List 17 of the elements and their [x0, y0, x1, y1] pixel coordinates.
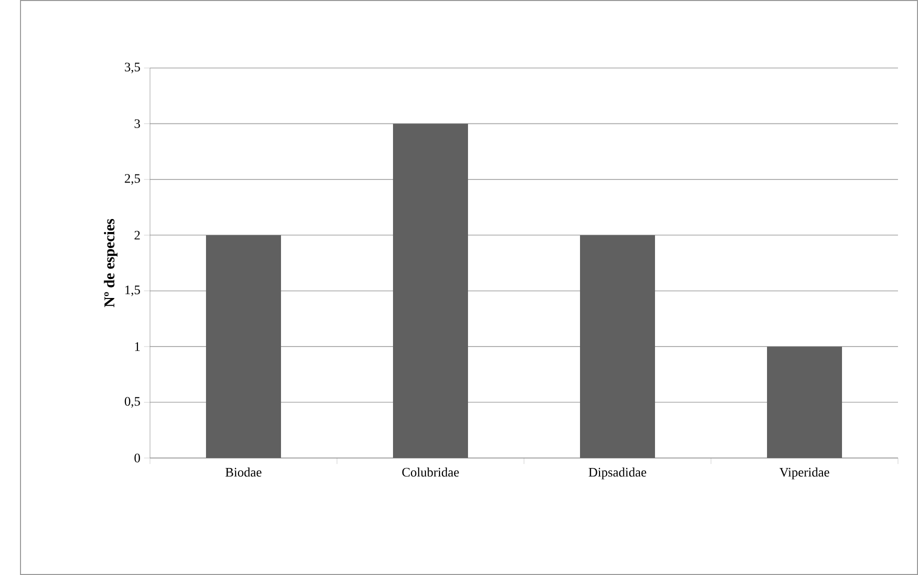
bar: [393, 124, 468, 458]
bar: [767, 346, 842, 458]
x-tick-label: Viperidae: [780, 468, 830, 480]
y-tick-label: 1,5: [125, 286, 140, 296]
bar: [206, 235, 282, 458]
y-tick-label: 2,5: [124, 174, 140, 185]
x-tick-label: Dipsadidae: [588, 468, 646, 480]
y-tick-label: 3,5: [124, 62, 140, 74]
y-tick-label: 3: [134, 119, 140, 128]
y-tick-label: 0,5: [124, 396, 140, 408]
x-tick-label: Colubridae: [402, 468, 459, 477]
x-tick-label: Biodae: [226, 468, 262, 477]
bar: [580, 235, 656, 458]
y-tick-label: 1: [135, 342, 140, 351]
y-tick-label: 2: [134, 230, 140, 240]
y-axis-title: Nº de especies: [104, 218, 118, 308]
y-tick-label: 0: [134, 454, 140, 462]
